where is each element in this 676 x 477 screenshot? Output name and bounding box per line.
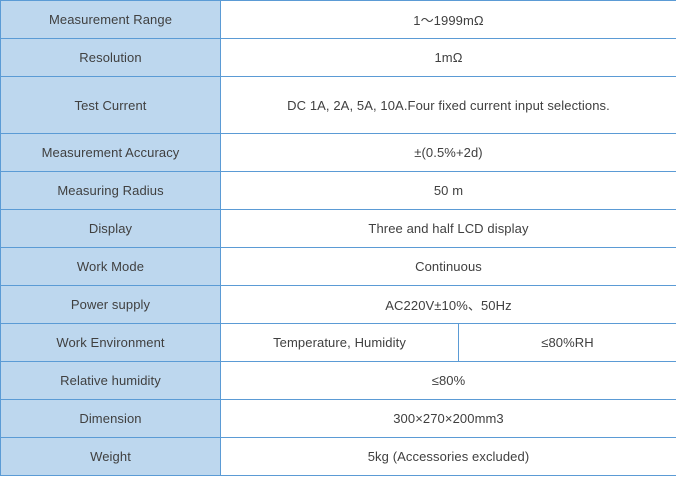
table-row-test-current: Test Current DC 1A, 2A, 5A, 10A.Four fix… [0, 76, 676, 134]
spec-value-condition: Temperature, Humidity [220, 323, 459, 362]
spec-value: Three and half LCD display [220, 209, 676, 248]
spec-label: Dimension [0, 399, 221, 438]
table-row-dimension: Dimension 300×270×200mm3 [0, 399, 676, 438]
spec-value: ±(0.5%+2d) [220, 133, 676, 172]
spec-value: 1～1999mΩ [220, 0, 676, 39]
spec-value: DC 1A, 2A, 5A, 10A.Four fixed current in… [220, 76, 676, 134]
spec-label: Work Mode [0, 247, 221, 286]
spec-label: Power supply [0, 285, 221, 324]
spec-label: Measurement Accuracy [0, 133, 221, 172]
spec-label: Display [0, 209, 221, 248]
table-row-resolution: Resolution 1mΩ [0, 38, 676, 77]
spec-value: 5kg (Accessories excluded) [220, 437, 676, 476]
spec-label: Work Environment [0, 323, 221, 362]
spec-value: 50 m [220, 171, 676, 210]
spec-label: Weight [0, 437, 221, 476]
table-row-measuring-radius: Measuring Radius 50 m [0, 171, 676, 210]
spec-value: Continuous [220, 247, 676, 286]
table-row-measurement-accuracy: Measurement Accuracy ±(0.5%+2d) [0, 133, 676, 172]
table-row-power-supply: Power supply AC220V±10%、50Hz [0, 285, 676, 324]
spec-value: 1mΩ [220, 38, 676, 77]
table-row-weight: Weight 5kg (Accessories excluded) [0, 437, 676, 476]
table-row-work-environment: Work Environment Temperature, Humidity ≤… [0, 323, 676, 362]
spec-label: Resolution [0, 38, 221, 77]
table-row-display: Display Three and half LCD display [0, 209, 676, 248]
spec-label: Measuring Radius [0, 171, 221, 210]
spec-value-limit: ≤80%RH [458, 323, 676, 362]
table-row-measurement-range: Measurement Range 1～1999mΩ [0, 0, 676, 39]
table-row-relative-humidity: Relative humidity ≤80% [0, 361, 676, 400]
spec-label: Measurement Range [0, 0, 221, 39]
spec-value: 300×270×200mm3 [220, 399, 676, 438]
table-row-work-mode: Work Mode Continuous [0, 247, 676, 286]
spec-label: Test Current [0, 76, 221, 134]
spec-value: ≤80% [220, 361, 676, 400]
spec-label: Relative humidity [0, 361, 221, 400]
spec-value: AC220V±10%、50Hz [220, 285, 676, 324]
